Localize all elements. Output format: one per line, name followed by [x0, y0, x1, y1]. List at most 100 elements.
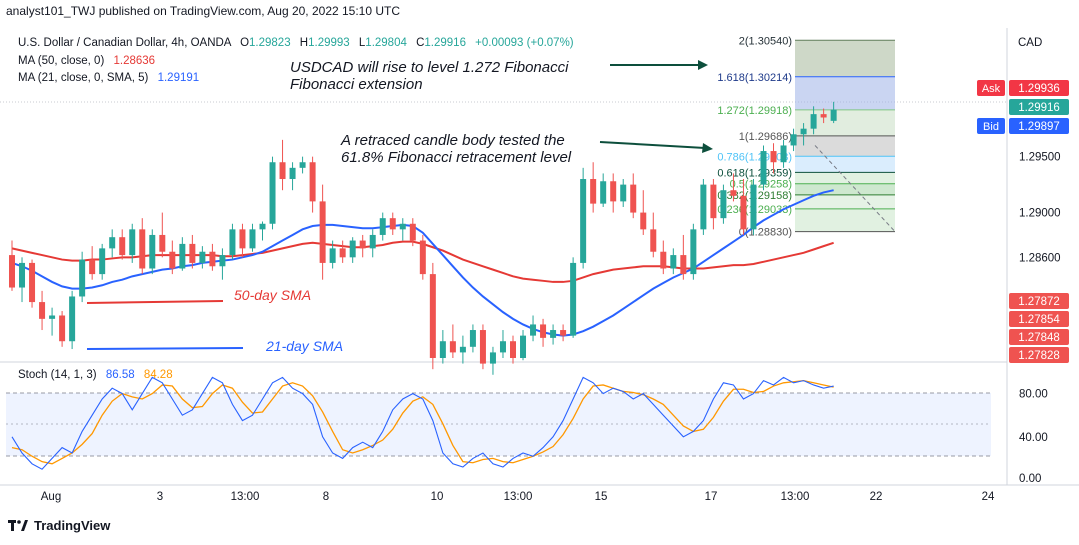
candle-body	[109, 237, 116, 249]
candle-body	[660, 251, 667, 269]
candle-body	[760, 151, 767, 185]
symbol-legend[interactable]: U.S. Dollar / Canadian Dollar, 4h, OANDA…	[18, 37, 574, 49]
time-axis[interactable]: Aug 3 13:00 8 10 13:00 15 17 13:00 22 24	[41, 491, 995, 503]
sma50-legend-line	[86, 300, 224, 304]
annotation-arrow-retrace	[599, 141, 706, 149]
candle-body	[590, 179, 597, 204]
candle-body	[409, 223, 416, 241]
footer-brand-text: TradingView	[34, 518, 111, 533]
ma21-label: MA (21, close, 0, SMA, 5)	[18, 72, 149, 84]
candle-body	[349, 240, 356, 258]
price-tick-label: 1.29500	[1019, 152, 1061, 164]
ma50-label: MA (50, close, 0)	[18, 55, 104, 67]
price-tag-value: 1.29916	[1018, 102, 1060, 114]
candle-body	[540, 324, 547, 338]
price-tag-box	[1009, 329, 1069, 345]
time-tick-label: Aug	[41, 491, 61, 503]
candle-body	[770, 151, 777, 163]
open-value: 1.29823	[249, 37, 291, 49]
candle-body	[680, 255, 687, 275]
candle-body	[69, 296, 76, 342]
time-tick-label: 3	[157, 491, 163, 503]
fib-zone	[795, 76, 895, 110]
high-label: H	[300, 37, 308, 49]
price-tag-box	[1009, 347, 1069, 363]
fib-zone	[795, 109, 895, 136]
candle-body	[459, 346, 466, 353]
tradingview-logo-icon	[8, 519, 28, 532]
candle-body	[239, 229, 246, 249]
fib-level-label: 1.618(1.30214)	[717, 72, 792, 84]
candle-body	[129, 229, 136, 256]
time-tick-label: 17	[705, 491, 718, 503]
candle-body	[630, 184, 637, 213]
candle-body	[269, 162, 276, 224]
candle-body	[550, 330, 557, 338]
candle-body	[379, 218, 386, 235]
stoch-tick-label: 80.00	[1019, 389, 1048, 401]
candle-body	[389, 218, 396, 230]
candles	[9, 101, 837, 375]
candle-body	[800, 128, 807, 135]
fib-level-label: 0.5(1.29258)	[730, 179, 792, 191]
fib-trend-line	[814, 145, 896, 232]
sma50-legend-label: 50-day SMA	[234, 287, 311, 303]
annotation-retrace-2: 61.8% Fibonacci retracement level	[341, 149, 572, 166]
fib-zone	[795, 194, 895, 209]
candle-body	[279, 162, 286, 180]
stoch-band	[6, 393, 991, 456]
time-tick-label: 13:00	[781, 491, 810, 503]
time-tick-label: 24	[982, 491, 995, 503]
candle-body	[600, 181, 607, 204]
price-tag-value: 1.27854	[1018, 314, 1060, 326]
symbol-name: U.S. Dollar / Canadian Dollar, 4h, OANDA	[18, 37, 232, 49]
ma50-value: 1.28636	[114, 55, 156, 67]
low-label: L	[359, 37, 366, 49]
ma21-legend[interactable]: MA (21, close, 0, SMA, 5) 1.29191	[18, 72, 199, 84]
candle-body	[479, 330, 486, 364]
candle-body	[159, 234, 166, 252]
candle-body	[730, 190, 737, 196]
candle-body	[790, 134, 797, 146]
candle-body	[620, 184, 627, 202]
candle-body	[780, 145, 787, 163]
candle-body	[810, 114, 817, 129]
close-value: 1.29916	[424, 37, 466, 49]
open-label: O	[240, 37, 249, 49]
stoch-legend[interactable]: Stoch (14, 1, 3) 86.58 84.28	[18, 369, 173, 381]
candle-body	[339, 248, 346, 258]
candle-body	[229, 229, 236, 256]
price-tag-label-box	[977, 80, 1005, 96]
annotation-extension-2: Fibonacci extension	[290, 76, 423, 93]
price-tick-label: 1.28600	[1019, 252, 1061, 264]
price-tag-label-box	[977, 118, 1005, 134]
candle-body	[209, 251, 216, 267]
candle-body	[469, 330, 476, 347]
sma21-legend-line	[86, 347, 244, 350]
fib-zone	[795, 156, 895, 173]
annotation-arrow-extension-head	[698, 60, 708, 70]
footer-brand[interactable]: TradingView	[8, 518, 110, 533]
fib-zone	[795, 183, 895, 195]
price-tag-box	[1009, 311, 1069, 327]
candle-body	[99, 248, 106, 275]
candle-body	[119, 237, 126, 256]
fib-level-label: 2(1.30540)	[739, 35, 792, 47]
candle-body	[149, 234, 156, 269]
stoch-k-value: 86.58	[106, 369, 135, 381]
price-tag-value: 1.27848	[1018, 332, 1060, 344]
candle-body	[439, 341, 446, 358]
ma50-legend[interactable]: MA (50, close, 0) 1.28636	[18, 55, 155, 67]
ma21-value: 1.29191	[158, 72, 200, 84]
price-tick-label: 1.29000	[1019, 208, 1061, 220]
candle-body	[39, 302, 46, 319]
annotation-arrow-retrace-head	[702, 143, 713, 153]
change-value: +0.00093 (+0.07%)	[475, 37, 574, 49]
candle-body	[249, 229, 256, 249]
time-tick-label: 13:00	[504, 491, 533, 503]
candle-body	[530, 324, 537, 336]
stoch-axis[interactable]: 80.00 40.00 0.00	[1019, 389, 1048, 485]
candle-body	[650, 229, 657, 252]
